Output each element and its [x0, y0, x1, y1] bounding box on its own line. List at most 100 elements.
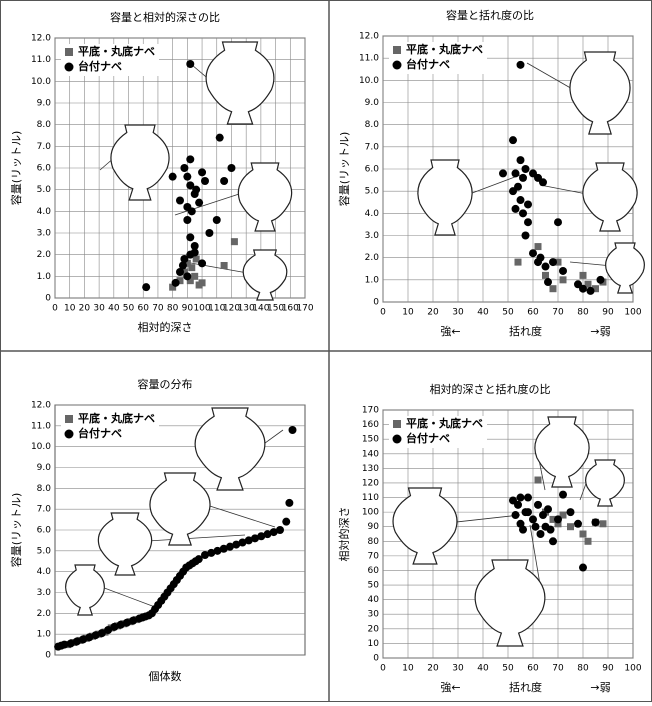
x-tick-label: 50 — [123, 304, 135, 314]
point — [542, 263, 550, 271]
point — [592, 518, 600, 526]
y-tick-label: 0 — [373, 298, 379, 308]
point — [180, 164, 188, 172]
point — [535, 477, 542, 484]
y-tick-label: 80 — [368, 537, 380, 547]
y-axis-label: 容量(リットル) — [337, 132, 351, 207]
point — [196, 282, 203, 289]
point — [524, 200, 532, 208]
x-axis-label: 個体数 — [149, 669, 182, 683]
y-tick-label: 1.0 — [365, 275, 380, 285]
point — [205, 229, 213, 237]
x-axis-label: 強← — [440, 325, 460, 338]
x-tick-label: 90 — [182, 304, 194, 314]
legend-label: 台付ナベ — [78, 59, 122, 73]
point — [539, 178, 547, 186]
point — [580, 272, 587, 279]
point — [509, 187, 517, 195]
y-axis-label: 容量(リットル) — [9, 493, 23, 568]
x-tick-label: 0 — [380, 308, 386, 318]
point — [282, 518, 290, 526]
point — [499, 169, 507, 177]
y-tick-label: 5.0 — [37, 546, 52, 556]
x-axis-label: 強← — [440, 681, 460, 694]
y-tick-label: 170 — [362, 406, 379, 416]
x-tick-label: 170 — [296, 304, 313, 314]
chart-title: 容量の分布 — [138, 377, 193, 391]
point — [567, 508, 575, 516]
y-tick-label: 0 — [373, 654, 379, 664]
chart-title: 相対的深さと括れ度の比 — [430, 382, 551, 396]
point — [179, 262, 187, 270]
y-tick-label: 11.0 — [31, 421, 51, 431]
y-axis-label: 容量(リットル) — [9, 131, 23, 206]
y-tick-label: 110 — [362, 493, 379, 503]
legend-marker — [65, 48, 73, 56]
point — [517, 156, 525, 164]
y-tick-label: 4.0 — [37, 207, 52, 217]
point — [519, 174, 527, 182]
point — [512, 169, 520, 177]
point — [535, 243, 542, 250]
x-tick-label: 90 — [602, 664, 614, 674]
point — [579, 285, 587, 293]
point — [544, 505, 552, 513]
point — [221, 262, 228, 269]
point — [191, 273, 198, 280]
y-tick-label: 10.0 — [31, 77, 51, 87]
point — [529, 249, 537, 257]
y-tick-label: 2.0 — [37, 250, 52, 260]
y-tick-label: 12.0 — [359, 32, 379, 42]
point — [186, 233, 194, 241]
y-tick-label: 0 — [45, 651, 51, 661]
legend-label: 平底・丸底ナベ — [78, 44, 155, 58]
legend-marker — [393, 420, 401, 428]
point — [574, 520, 582, 528]
y-tick-label: 12.0 — [31, 34, 51, 44]
point — [188, 264, 195, 271]
y-tick-label: 20 — [368, 624, 380, 634]
point — [289, 426, 297, 434]
chart-title: 容量と括れ度の比 — [446, 8, 534, 22]
point — [276, 526, 284, 534]
figure: 容量と相対的深さの比01.02.03.04.05.06.07.08.09.010… — [0, 0, 652, 702]
y-tick-label: 9.0 — [37, 463, 52, 473]
y-tick-label: 10.0 — [359, 76, 379, 86]
point — [515, 259, 522, 266]
legend-label: 平底・丸底ナベ — [406, 416, 483, 430]
y-tick-label: 160 — [362, 420, 379, 430]
y-tick-label: 4.0 — [365, 209, 380, 219]
point — [517, 494, 525, 502]
y-tick-label: 1.0 — [37, 630, 52, 640]
point — [183, 173, 191, 181]
point — [585, 538, 592, 545]
x-tick-label: 60 — [527, 664, 539, 674]
y-tick-label: 140 — [362, 449, 379, 459]
x-tick-label: 0 — [52, 304, 58, 314]
point — [560, 276, 567, 283]
y-tick-label: 40 — [368, 595, 380, 605]
y-tick-label: 10.0 — [31, 442, 51, 452]
point — [198, 168, 206, 176]
x-tick-label: 40 — [477, 664, 489, 674]
point — [519, 526, 527, 534]
x-tick-label: 20 — [79, 304, 91, 314]
y-tick-label: 11.0 — [31, 55, 51, 65]
x-tick-label: 20 — [427, 664, 439, 674]
legend-label: 平底・丸底ナベ — [78, 411, 155, 425]
y-tick-label: 9.0 — [37, 99, 52, 109]
point — [519, 209, 527, 217]
y-tick-label: 7.0 — [37, 142, 52, 152]
point — [201, 177, 209, 185]
y-tick-label: 10 — [368, 639, 380, 649]
x-axis-label: 括れ度 — [509, 324, 542, 338]
x-tick-label: 70 — [552, 308, 564, 318]
point — [559, 491, 567, 499]
point — [183, 272, 191, 280]
y-tick-label: 120 — [362, 478, 379, 488]
point — [512, 511, 520, 519]
y-tick-label: 60 — [368, 566, 380, 576]
point — [522, 165, 530, 173]
point — [524, 218, 532, 226]
point — [186, 60, 194, 68]
